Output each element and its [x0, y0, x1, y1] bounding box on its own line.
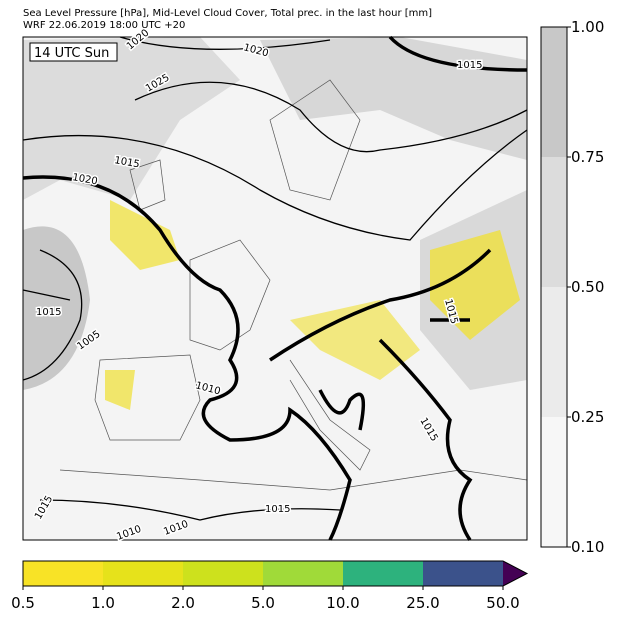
precip-area — [105, 370, 135, 410]
colorbar-segment — [263, 561, 343, 586]
isobar-1015 — [22, 35, 528, 541]
colorbar-segment — [541, 157, 567, 287]
cloud-area — [23, 37, 240, 200]
colorbar-tick-label: 0.50 — [571, 278, 604, 296]
map: 14 UTC Sun 1020 1020102510151015102010151… — [22, 26, 528, 544]
colorbar-tick-label: 10.0 — [326, 594, 359, 612]
colorbar-tick-label: 1.00 — [571, 18, 604, 36]
precip-area — [290, 300, 420, 380]
colorbar-segment — [541, 417, 567, 547]
precip-area — [110, 200, 180, 270]
colorbar-segment — [103, 561, 183, 586]
cloud-colorbar: 1.00 0.75 0.50 0.25 0.10 — [540, 18, 604, 556]
colorbar-tick-label: 50.0 — [486, 594, 519, 612]
map-frame — [22, 36, 528, 541]
precip-colorbar: 0.5 1.0 2.0 5.0 10.0 25.0 50.0 — [11, 560, 529, 612]
colorbar-segment — [541, 27, 567, 157]
precip-area — [430, 230, 520, 340]
time-box — [29, 42, 118, 62]
cloud-area — [260, 37, 527, 160]
coastlines — [59, 79, 528, 491]
colorbar-segment — [23, 561, 103, 586]
time-label: 14 UTC Sun — [34, 46, 109, 61]
isobar-label: 1015 — [265, 504, 290, 515]
colorbar-tick-label: 25.0 — [406, 594, 439, 612]
colorbar-segment — [423, 561, 503, 586]
title-line: Sea Level Pressure [hPa], Mid-Level Clou… — [23, 8, 432, 19]
isobars — [22, 36, 528, 521]
colorbar-tick-label: 0.10 — [571, 538, 604, 556]
colorbar-tick-label: 2.0 — [171, 594, 195, 612]
colorbar-tick-label: 5.0 — [251, 594, 275, 612]
colorbar-segment — [343, 561, 423, 586]
cloud-area — [23, 226, 90, 390]
subtitle-line: WRF 22.06.2019 18:00 UTC +20 — [23, 20, 185, 31]
colorbar-segment — [183, 561, 263, 586]
colorbar-tick-label: 0.5 — [11, 594, 35, 612]
colorbar-extension — [503, 561, 527, 586]
colorbar-tick-label: 0.25 — [571, 408, 604, 426]
isobar-label: 1015 — [36, 307, 61, 318]
isobar-label: 1015 — [457, 60, 482, 71]
colorbar-tick-label: 0.75 — [571, 148, 604, 166]
colorbar-tick-label: 1.0 — [91, 594, 115, 612]
colorbar-segment — [541, 287, 567, 417]
colorbar-frame — [22, 560, 529, 587]
